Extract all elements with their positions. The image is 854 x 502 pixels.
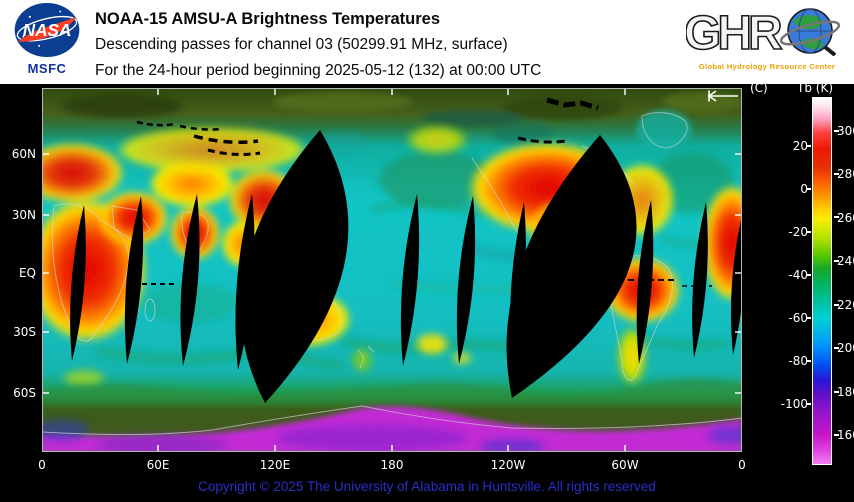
celsius-tick-label: -60 <box>788 311 808 325</box>
celsius-tick-label: -20 <box>788 225 808 239</box>
colorbar-tick <box>834 347 839 349</box>
header: NASA MSFC NOAA-15 AMSU-A Brightness Temp… <box>0 0 854 84</box>
lat-label-30s: 30S <box>13 325 36 339</box>
ghrc-letters: GHR <box>686 7 782 56</box>
nasa-logo: NASA MSFC <box>10 2 84 76</box>
kelvin-tick-label: 220 <box>837 298 854 312</box>
scan-direction-arrow-icon <box>707 90 738 102</box>
colorbar-tick <box>806 360 811 362</box>
celsius-tick-label: -40 <box>788 268 808 282</box>
lat-label-eq: EQ <box>18 266 36 280</box>
colorbar-tick <box>834 130 839 132</box>
map-panel <box>20 88 762 454</box>
map-canvas <box>20 88 762 454</box>
celsius-tick-label: 20 <box>792 139 808 153</box>
nasa-wordmark: NASA <box>23 20 72 40</box>
subtitle-period: For the 24-hour period beginning 2025-05… <box>95 62 542 79</box>
lat-label-60s: 60S <box>13 386 36 400</box>
ghrc-globe-icon <box>779 8 841 57</box>
lat-label-30n: 30N <box>11 208 36 222</box>
page-title: NOAA-15 AMSU-A Brightness Temperatures <box>95 10 441 28</box>
lon-label-120w: 120W <box>490 458 526 472</box>
lon-label-120e: 120E <box>259 458 291 472</box>
subtitle-channel: Descending passes for channel 03 (50299.… <box>95 36 508 53</box>
colorbar-tick <box>806 317 811 319</box>
swath-edge-dashes <box>136 97 712 287</box>
kelvin-tick-label: 200 <box>837 341 854 355</box>
colorbar <box>812 97 832 465</box>
swath-gaps <box>70 130 746 403</box>
lat-label-60n: 60N <box>11 147 36 161</box>
map-border <box>42 88 742 452</box>
colorbar-unit-celsius: (C) <box>750 81 768 95</box>
colorbar-tick <box>834 391 839 393</box>
ghrc-logo: GHR Global Hydrology Resource Center <box>683 6 852 71</box>
colorbar-tick <box>834 173 839 175</box>
lon-label-0e: 0 <box>38 458 46 472</box>
axis-ticks <box>42 88 742 452</box>
nasa-meatball-icon: NASA <box>14 2 80 58</box>
lon-label-60e: 60E <box>146 458 170 472</box>
colorbar-tick <box>834 260 839 262</box>
colorbar-tick <box>834 304 839 306</box>
kelvin-tick-label: 300 <box>837 124 854 138</box>
ghrc-wordmark-icon: GHR <box>683 6 841 61</box>
colorbar-unit-kelvin: Tb (K) <box>797 81 833 95</box>
lon-label-60w: 60W <box>611 458 639 472</box>
celsius-tick-label: 0 <box>800 182 808 196</box>
kelvin-tick-label: 260 <box>837 211 854 225</box>
kelvin-tick-label: 180 <box>837 385 854 399</box>
lon-label-0w: 0 <box>738 458 746 472</box>
lon-label-180: 180 <box>380 458 404 472</box>
ghrc-tagline: Global Hydrology Resource Center <box>698 62 836 71</box>
colorbar-tick <box>834 216 839 218</box>
celsius-tick-label: -100 <box>780 397 808 411</box>
colorbar-tick <box>806 231 811 233</box>
colorbar-tick <box>806 274 811 276</box>
colorbar-tick <box>806 188 811 190</box>
msfc-label: MSFC <box>27 61 67 76</box>
title-block: NOAA-15 AMSU-A Brightness Temperatures D… <box>95 6 541 84</box>
kelvin-tick-label: 280 <box>837 167 854 181</box>
footer-copyright: Copyright © 2025 The University of Alaba… <box>198 479 656 494</box>
colorbar-tick <box>806 145 811 147</box>
colorbar-tick <box>834 434 839 436</box>
colorbar-tick <box>806 403 811 405</box>
kelvin-tick-label: 240 <box>837 254 854 268</box>
kelvin-tick-label: 160 <box>837 428 854 442</box>
celsius-tick-label: -80 <box>788 354 808 368</box>
